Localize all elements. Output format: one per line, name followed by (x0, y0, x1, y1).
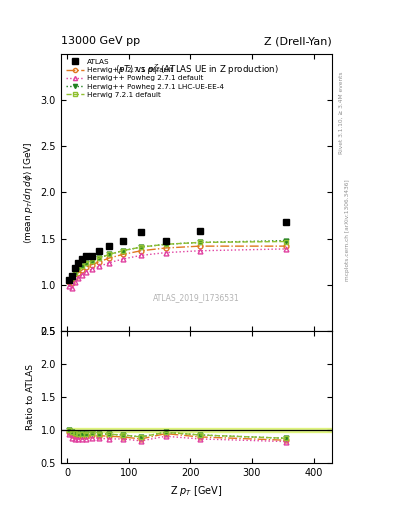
Herwig++ 2.7.1 default (76, 270, 81, 276)
ATLAS (83, 253, 88, 260)
Herwig++ Powheg 2.7.1 default (197, 248, 202, 254)
ATLAS (120, 238, 125, 244)
Herwig++ Powheg 2.7.1 LHC-UE-EE-4 (120, 248, 125, 254)
ATLAS (79, 256, 84, 262)
Herwig++ Powheg 2.7.1 default (120, 256, 125, 262)
Herwig 7.2.1 default (89, 258, 94, 264)
ATLAS (107, 243, 111, 249)
Herwig++ 2.7.1 default (197, 243, 202, 249)
Y-axis label: $\langle$mean $p_T/d\eta\,d\phi\rangle$ [GeV]: $\langle$mean $p_T/d\eta\,d\phi\rangle$ … (22, 141, 35, 244)
Herwig 7.2.1 default (97, 255, 101, 261)
Herwig++ Powheg 2.7.1 LHC-UE-EE-4 (79, 263, 84, 269)
Herwig++ Powheg 2.7.1 LHC-UE-EE-4 (163, 241, 168, 247)
Text: $\langle pT\rangle$ vs $p_T^Z$ (ATLAS UE in Z production): $\langle pT\rangle$ vs $p_T^Z$ (ATLAS UE… (115, 62, 278, 77)
Herwig 7.2.1 default (73, 270, 77, 276)
Herwig++ Powheg 2.7.1 LHC-UE-EE-4 (76, 265, 81, 271)
ATLAS (76, 260, 81, 266)
Herwig++ Powheg 2.7.1 LHC-UE-EE-4 (70, 274, 74, 281)
Line: Herwig++ Powheg 2.7.1 LHC-UE-EE-4: Herwig++ Powheg 2.7.1 LHC-UE-EE-4 (66, 238, 288, 283)
Herwig 7.2.1 default (120, 248, 125, 254)
Line: Herwig 7.2.1 default: Herwig 7.2.1 default (66, 239, 288, 283)
Legend: ATLAS, Herwig++ 2.7.1 default, Herwig++ Powheg 2.7.1 default, Herwig++ Powheg 2.: ATLAS, Herwig++ 2.7.1 default, Herwig++ … (64, 57, 225, 99)
Herwig 7.2.1 default (79, 263, 84, 269)
ATLAS (163, 238, 168, 244)
Herwig++ Powheg 2.7.1 LHC-UE-EE-4 (83, 260, 88, 266)
Herwig 7.2.1 default (83, 260, 88, 266)
Herwig++ Powheg 2.7.1 default (83, 269, 88, 275)
Line: Herwig++ Powheg 2.7.1 default: Herwig++ Powheg 2.7.1 default (66, 246, 288, 290)
Herwig++ Powheg 2.7.1 LHC-UE-EE-4 (197, 240, 202, 246)
Text: Z (Drell-Yan): Z (Drell-Yan) (264, 36, 332, 46)
Herwig++ Powheg 2.7.1 default (139, 252, 143, 259)
Herwig 7.2.1 default (283, 239, 288, 245)
X-axis label: Z $p_T$ [GeV]: Z $p_T$ [GeV] (170, 484, 223, 498)
Herwig++ Powheg 2.7.1 default (89, 266, 94, 272)
ATLAS (66, 278, 71, 284)
Herwig++ 2.7.1 default (97, 259, 101, 265)
Herwig 7.2.1 default (139, 244, 143, 250)
Herwig++ Powheg 2.7.1 LHC-UE-EE-4 (66, 278, 71, 284)
ATLAS (73, 265, 77, 271)
ATLAS (97, 248, 101, 254)
Herwig++ Powheg 2.7.1 default (97, 263, 101, 269)
Herwig++ 2.7.1 default (79, 267, 84, 273)
ATLAS (197, 228, 202, 234)
Herwig++ 2.7.1 default (163, 245, 168, 251)
Herwig++ 2.7.1 default (83, 264, 88, 270)
Herwig 7.2.1 default (66, 278, 71, 284)
Herwig++ Powheg 2.7.1 default (107, 260, 111, 266)
Herwig++ 2.7.1 default (139, 248, 143, 254)
ATLAS (70, 273, 74, 279)
Herwig++ Powheg 2.7.1 LHC-UE-EE-4 (283, 238, 288, 244)
Herwig++ 2.7.1 default (107, 255, 111, 261)
Text: Rivet 3.1.10, ≥ 3.4M events: Rivet 3.1.10, ≥ 3.4M events (339, 71, 344, 154)
Herwig++ Powheg 2.7.1 LHC-UE-EE-4 (139, 244, 143, 250)
Herwig++ Powheg 2.7.1 LHC-UE-EE-4 (107, 251, 111, 258)
ATLAS (283, 219, 288, 225)
Herwig++ 2.7.1 default (73, 274, 77, 281)
ATLAS (89, 253, 94, 260)
Herwig++ 2.7.1 default (120, 251, 125, 258)
Line: Herwig++ 2.7.1 default: Herwig++ 2.7.1 default (66, 244, 288, 286)
Y-axis label: Ratio to ATLAS: Ratio to ATLAS (26, 365, 35, 430)
Text: mcplots.cern.ch [arXiv:1306.3436]: mcplots.cern.ch [arXiv:1306.3436] (345, 180, 350, 281)
Herwig++ Powheg 2.7.1 LHC-UE-EE-4 (89, 258, 94, 264)
Herwig++ Powheg 2.7.1 default (79, 272, 84, 278)
Herwig++ Powheg 2.7.1 LHC-UE-EE-4 (97, 255, 101, 261)
Herwig++ Powheg 2.7.1 default (76, 274, 81, 281)
Line: ATLAS: ATLAS (66, 219, 289, 284)
Herwig++ 2.7.1 default (66, 279, 71, 285)
Herwig 7.2.1 default (107, 251, 111, 258)
Herwig++ Powheg 2.7.1 LHC-UE-EE-4 (73, 270, 77, 276)
Herwig++ Powheg 2.7.1 default (163, 249, 168, 255)
Herwig++ Powheg 2.7.1 default (66, 283, 71, 289)
Text: 13000 GeV pp: 13000 GeV pp (61, 36, 140, 46)
Text: ATLAS_2019_I1736531: ATLAS_2019_I1736531 (153, 293, 240, 303)
Herwig++ Powheg 2.7.1 default (73, 279, 77, 285)
Herwig++ 2.7.1 default (89, 262, 94, 268)
ATLAS (139, 229, 143, 236)
Herwig 7.2.1 default (163, 241, 168, 247)
Herwig 7.2.1 default (197, 240, 202, 246)
Herwig 7.2.1 default (70, 274, 74, 281)
Herwig++ 2.7.1 default (283, 243, 288, 249)
Herwig 7.2.1 default (76, 265, 81, 271)
Herwig++ Powheg 2.7.1 default (283, 246, 288, 252)
Herwig++ 2.7.1 default (70, 280, 74, 286)
Herwig++ Powheg 2.7.1 default (70, 285, 74, 291)
